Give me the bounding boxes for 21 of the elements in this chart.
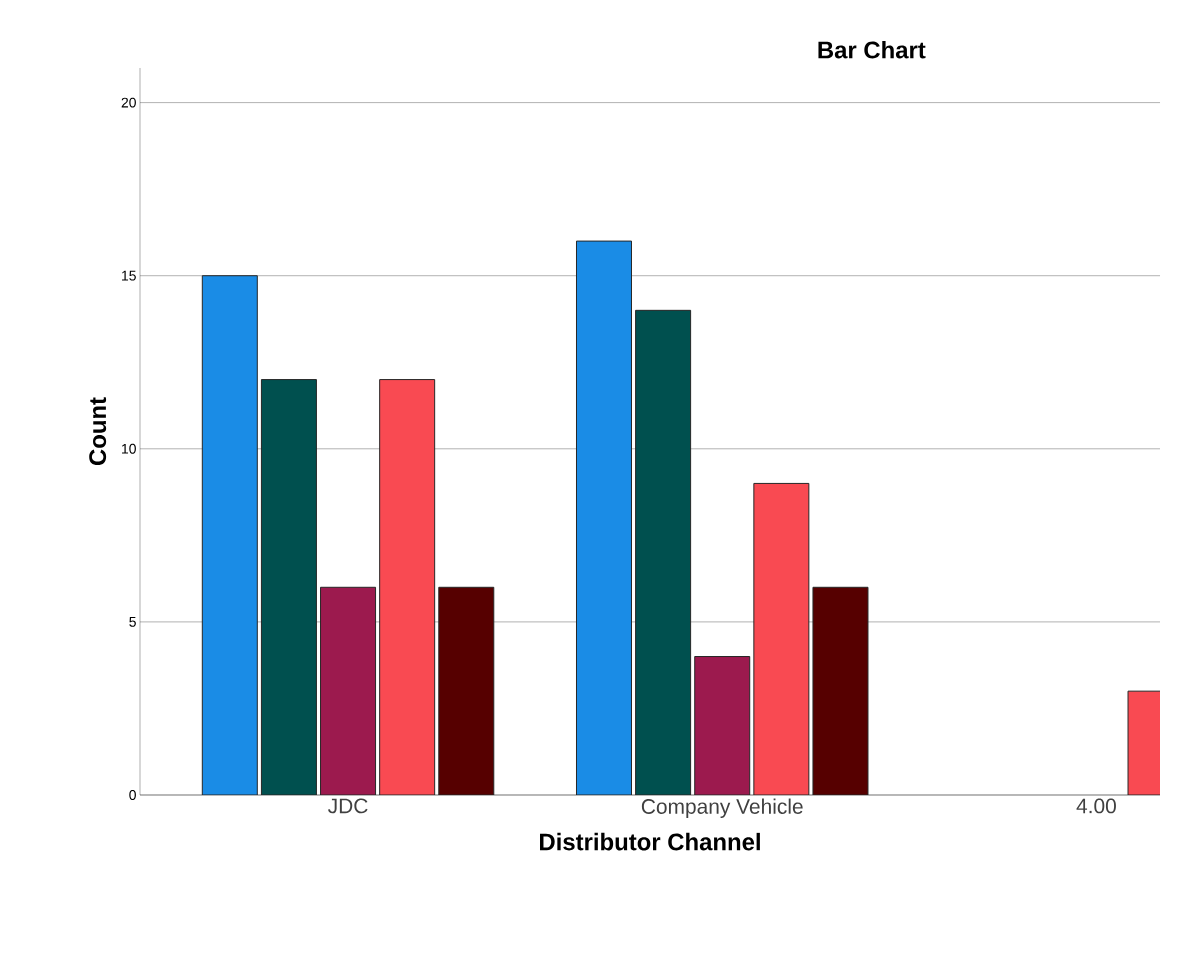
bar — [575, 240, 632, 795]
bar — [260, 379, 317, 795]
x-tick-label: JDC — [328, 798, 368, 814]
x-axis-title: Distributor Channel — [540, 832, 760, 851]
bar — [320, 586, 377, 795]
y-tick-label: 0 — [129, 790, 136, 800]
y-tick-label: 5 — [129, 617, 136, 627]
bar — [753, 482, 810, 795]
y-tick-label: 15 — [122, 270, 136, 281]
y-axis-title: Count — [89, 397, 107, 466]
bar — [812, 586, 869, 795]
chart-title: Bar Chart — [818, 40, 926, 59]
bar — [201, 275, 258, 795]
y-tick-label: 10 — [122, 443, 136, 454]
bar — [694, 656, 751, 795]
bar — [379, 379, 436, 795]
bar — [635, 309, 692, 795]
x-tick-label: Company Vehicle — [641, 798, 803, 819]
bar — [438, 586, 495, 795]
x-tick-label: 4.00 — [1076, 798, 1116, 814]
y-tick-label: 20 — [121, 97, 136, 108]
